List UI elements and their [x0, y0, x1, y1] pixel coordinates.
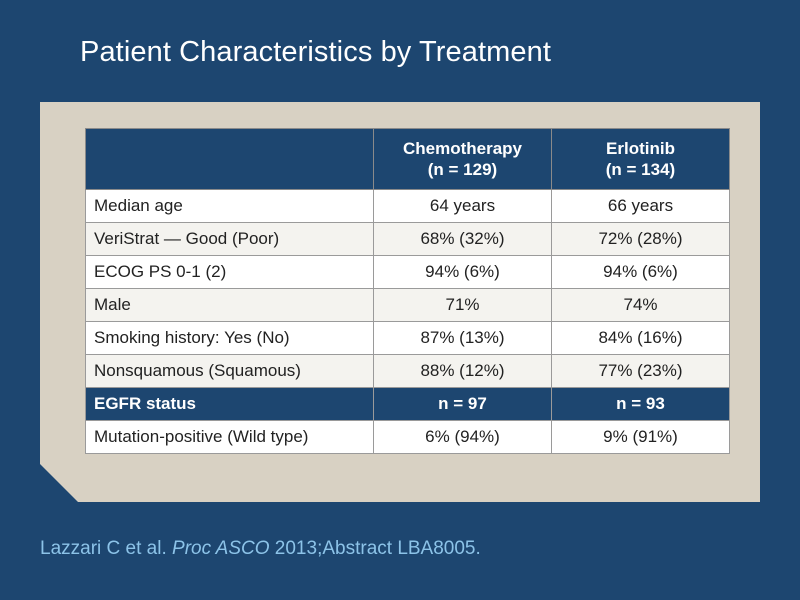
section-erlotinib-n: n = 93 — [551, 387, 730, 421]
header-empty-cell — [85, 128, 374, 190]
chemo-value: 71% — [373, 288, 552, 322]
header-erlotinib-name: Erlotinib — [606, 139, 675, 158]
row-label: VeriStrat — Good (Poor) — [85, 222, 374, 256]
header-erlotinib: Erlotinib (n = 134) — [551, 128, 730, 190]
table-row: Smoking history: Yes (No) 87% (13%) 84% … — [85, 321, 730, 355]
header-chemotherapy: Chemotherapy (n = 129) — [373, 128, 552, 190]
erlotinib-value: 9% (91%) — [551, 420, 730, 454]
table-row: VeriStrat — Good (Poor) 68% (32%) 72% (2… — [85, 222, 730, 256]
patient-characteristics-table: Chemotherapy (n = 129) Erlotinib (n = 13… — [85, 128, 730, 454]
chemo-value: 6% (94%) — [373, 420, 552, 454]
erlotinib-value: 84% (16%) — [551, 321, 730, 355]
table-header-row: Chemotherapy (n = 129) Erlotinib (n = 13… — [85, 128, 730, 190]
table-row: ECOG PS 0-1 (2) 94% (6%) 94% (6%) — [85, 255, 730, 289]
citation-rest: 2013;Abstract LBA8005. — [274, 538, 481, 559]
section-chemo-n: n = 97 — [373, 387, 552, 421]
slide-title: Patient Characteristics by Treatment — [80, 36, 552, 68]
table-row: Male 71% 74% — [85, 288, 730, 322]
chemo-value: 64 years — [373, 189, 552, 223]
header-chemotherapy-name: Chemotherapy — [402, 139, 523, 158]
header-chemotherapy-n: (n = 129) — [427, 160, 498, 179]
row-label: Nonsquamous (Squamous) — [85, 354, 374, 388]
table-container: Chemotherapy (n = 129) Erlotinib (n = 13… — [85, 128, 730, 454]
chemo-value: 68% (32%) — [373, 222, 552, 256]
table-row: Median age 64 years 66 years — [85, 189, 730, 223]
erlotinib-value: 77% (23%) — [551, 354, 730, 388]
citation-journal: Proc ASCO — [172, 538, 270, 559]
citation: Lazzari C et al. Proc ASCO 2013;Abstract… — [40, 538, 481, 560]
table-row: Mutation-positive (Wild type) 6% (94%) 9… — [85, 420, 730, 454]
chemo-value: 87% (13%) — [373, 321, 552, 355]
row-label: Smoking history: Yes (No) — [85, 321, 374, 355]
table-row: Nonsquamous (Squamous) 88% (12%) 77% (23… — [85, 354, 730, 388]
chemo-value: 88% (12%) — [373, 354, 552, 388]
erlotinib-value: 66 years — [551, 189, 730, 223]
erlotinib-value: 72% (28%) — [551, 222, 730, 256]
citation-authors: Lazzari C et al. — [40, 538, 167, 559]
egfr-section-header-row: EGFR status n = 97 n = 93 — [85, 387, 730, 421]
row-label: Median age — [85, 189, 374, 223]
erlotinib-value: 94% (6%) — [551, 255, 730, 289]
erlotinib-value: 74% — [551, 288, 730, 322]
chemo-value: 94% (6%) — [373, 255, 552, 289]
row-label: Male — [85, 288, 374, 322]
row-label: Mutation-positive (Wild type) — [85, 420, 374, 454]
header-erlotinib-n: (n = 134) — [605, 160, 676, 179]
row-label: ECOG PS 0-1 (2) — [85, 255, 374, 289]
section-label: EGFR status — [85, 387, 374, 421]
